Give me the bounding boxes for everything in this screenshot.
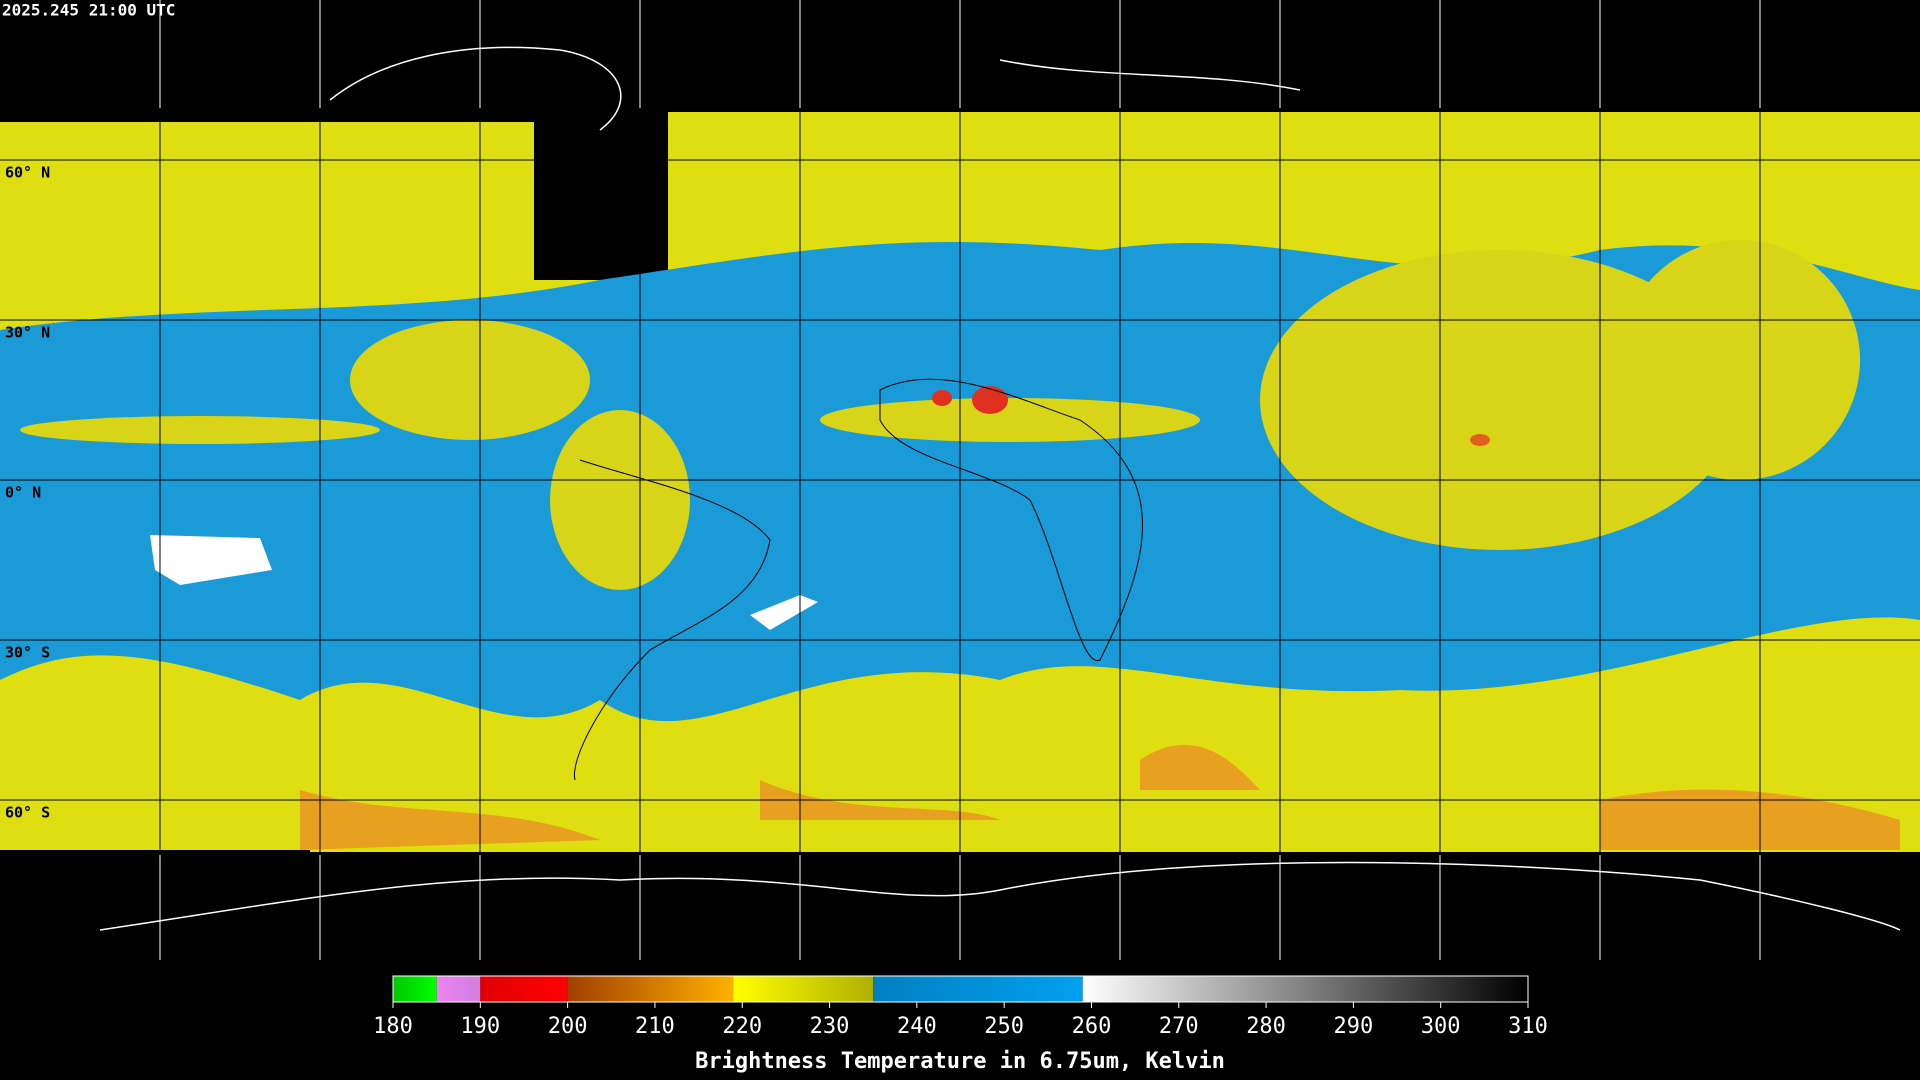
cloud-region [1620, 240, 1860, 480]
cloud-region [350, 320, 590, 440]
cloud-region [1260, 250, 1740, 550]
colorbar-segment [480, 976, 568, 1002]
coastline [999, 59, 1301, 91]
colorbar-tick-label: 180 [373, 1014, 413, 1039]
storm [932, 390, 952, 406]
lat-label: 30° N [5, 324, 50, 342]
colorbar-segment [733, 976, 874, 1002]
coastline [99, 861, 1901, 931]
colorbar-tick-label: 270 [1159, 1014, 1199, 1039]
colorbar-tick-label: 310 [1508, 1014, 1548, 1039]
warm-region [1600, 789, 1900, 850]
colorbar-segment [436, 976, 481, 1002]
coastline [329, 46, 622, 131]
lat-label: 30° S [5, 644, 50, 662]
colorbar-tick-label: 300 [1421, 1014, 1461, 1039]
graticule: 60° N 30° N 0° N 30° S 60° S [0, 0, 1920, 960]
colorbar-tick-label: 200 [548, 1014, 588, 1039]
colorbar-tick-label: 280 [1246, 1014, 1286, 1039]
lat-label: 0° N [5, 484, 41, 502]
colorbar-tick-label: 240 [897, 1014, 937, 1039]
colorbar-segment [1082, 976, 1528, 1002]
lat-label: 60° S [5, 804, 50, 822]
storm [972, 386, 1008, 414]
colorbar: 180 190 200 210 220 230 240 250 260 270 280 290 300 3… [373, 975, 1548, 1074]
cloud-region [820, 398, 1200, 442]
colorbar-segment [873, 976, 1083, 1002]
coastlines [573, 378, 1143, 781]
coastlines [99, 46, 1901, 931]
cloud-region [20, 416, 380, 444]
no-data-notch [534, 100, 668, 280]
colorbar-segment [567, 976, 734, 1002]
cloud-region [550, 410, 690, 590]
clear-patch [150, 535, 272, 585]
no-data-strip [0, 850, 310, 870]
storm [1470, 434, 1490, 446]
colorbar-tick-label: 250 [984, 1014, 1024, 1039]
colorbar-title: Brightness Temperature in 6.75um, Kelvin [695, 1049, 1225, 1074]
colorbar-tick-label: 260 [1072, 1014, 1112, 1039]
colorbar-tick-label: 220 [722, 1014, 762, 1039]
warm-region [300, 744, 1260, 850]
clear-patch [750, 595, 818, 630]
coastline [879, 378, 1143, 661]
timestamp: 2025.245 21:00 UTC [2, 1, 175, 20]
coastline [573, 459, 771, 781]
map: 60° N 30° N 0° N 30° S 60° S [0, 0, 1920, 960]
lat-label: 60° N [5, 164, 50, 182]
colorbar-frame [392, 975, 1529, 1003]
colorbar-tick-label: 210 [635, 1014, 675, 1039]
colorbar-segment [393, 976, 437, 1002]
colorbar-tick-label: 230 [810, 1014, 850, 1039]
colorbar-tick-label: 290 [1334, 1014, 1374, 1039]
no-data-strip [0, 110, 534, 122]
colorbar-tick-label: 190 [460, 1014, 500, 1039]
